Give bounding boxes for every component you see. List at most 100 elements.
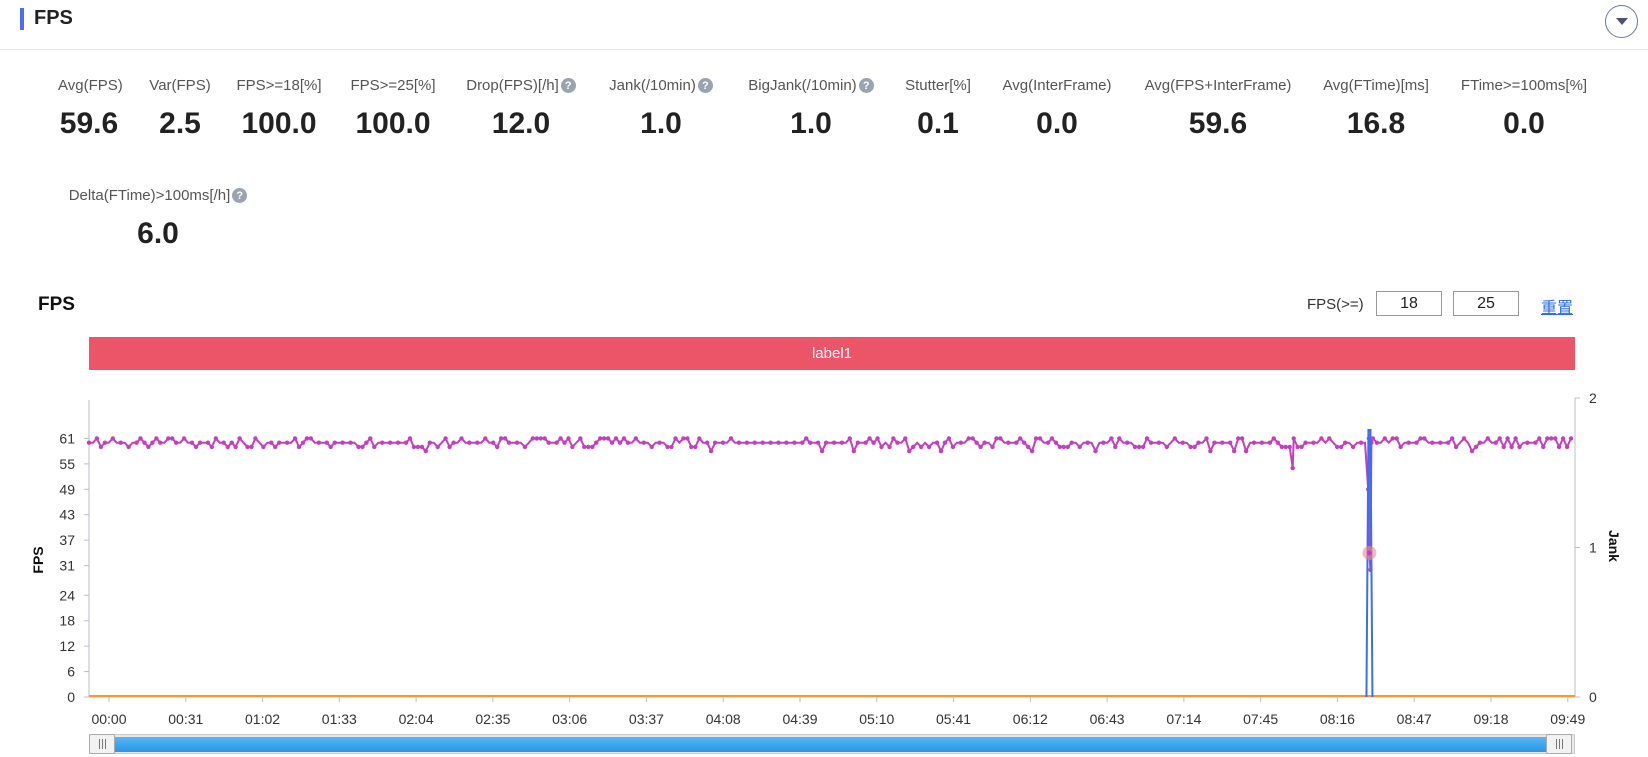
fps-point <box>419 444 425 450</box>
fps-point <box>1339 444 1344 450</box>
fps-point <box>705 440 710 445</box>
fps-point <box>808 440 813 445</box>
zoom-handle-right[interactable] <box>1546 734 1572 754</box>
fps-point <box>332 440 337 445</box>
fps-point <box>907 448 912 454</box>
fps-point <box>538 436 543 441</box>
fps-threshold-2-input[interactable] <box>1453 291 1519 316</box>
fps-point <box>1026 444 1031 450</box>
fps-point <box>1232 448 1237 454</box>
fps-point <box>1414 440 1419 445</box>
metric-value: 16.8 <box>1346 107 1406 140</box>
fps-point <box>1450 436 1455 441</box>
label-band[interactable]: label1 <box>89 337 1575 370</box>
metric-fps-ge-25: FPS>=25[%] 100.0 <box>347 77 439 141</box>
fps-point <box>1057 444 1063 450</box>
fps-point <box>292 436 298 441</box>
fps-point <box>1295 444 1300 450</box>
x-tick-label: 08:16 <box>1320 711 1355 727</box>
x-tick-label: 05:41 <box>936 711 971 727</box>
metric-ftime-ge-100: FTime>=100ms[%] 0.0 <box>1454 77 1594 141</box>
fps-point <box>1485 436 1491 441</box>
fps-point <box>1093 448 1098 454</box>
y-tick-label: 61 <box>59 430 75 446</box>
fps-point <box>150 440 155 445</box>
zoom-selection-bar[interactable] <box>115 737 1546 752</box>
fps-point <box>926 444 932 450</box>
fps-point <box>819 448 825 454</box>
x-tick-label: 00:31 <box>168 711 203 727</box>
fps-point <box>1537 436 1542 441</box>
metric-value: 0.0 <box>1503 107 1545 140</box>
metric-label: FTime>=100ms[%] <box>1460 77 1588 94</box>
help-icon[interactable]: ? <box>697 78 713 93</box>
fps-point <box>950 444 956 450</box>
fps-point <box>126 444 131 450</box>
metric-fps-ge-18: FPS>=18[%] 100.0 <box>233 77 325 141</box>
fps-point <box>395 440 401 445</box>
fps-point <box>1192 444 1197 450</box>
panel-title: FPS <box>34 7 73 29</box>
x-tick-label: 07:45 <box>1243 711 1278 727</box>
fps-point <box>598 436 603 441</box>
fps-point <box>1045 440 1051 445</box>
fps-point <box>1461 436 1467 441</box>
fps-point <box>744 440 749 445</box>
x-tick-label: 03:37 <box>629 711 664 727</box>
x-tick-label: 06:43 <box>1090 711 1125 727</box>
fps-point <box>685 436 690 441</box>
fps-threshold-1-input[interactable] <box>1376 291 1442 316</box>
x-tick-label: 08:47 <box>1397 711 1432 727</box>
fps-point <box>669 444 674 450</box>
fps-point <box>792 440 797 445</box>
fps-point <box>863 440 868 445</box>
fps-point <box>1473 444 1479 450</box>
help-icon[interactable]: ? <box>232 188 248 203</box>
metric-bigjank: BigJank(/10min)? 1.0 <box>741 77 881 141</box>
fps-point <box>1220 440 1225 445</box>
help-icon[interactable]: ? <box>560 78 576 93</box>
metric-label: FPS>=18[%] <box>236 77 322 94</box>
zoom-handle-left[interactable] <box>89 734 115 754</box>
fps-point <box>1430 440 1435 445</box>
fps-point <box>233 444 238 450</box>
fps-point <box>530 436 535 441</box>
metric-label: Avg(InterFrame) <box>1002 77 1112 94</box>
x-tick-label: 02:35 <box>475 711 510 727</box>
fps-point <box>269 440 274 445</box>
fps-point <box>633 436 638 441</box>
fps-point <box>427 440 432 445</box>
fps-point <box>158 440 163 445</box>
fps-point <box>891 436 896 441</box>
fps-point <box>875 436 880 441</box>
fps-point <box>1303 440 1308 445</box>
collapse-button[interactable] <box>1605 5 1638 38</box>
fps-point <box>776 440 781 445</box>
fps-point <box>934 440 940 445</box>
fps-point <box>1014 440 1019 445</box>
fps-point <box>1374 440 1380 445</box>
fps-point <box>1283 444 1288 450</box>
fps-point <box>712 440 718 445</box>
y-tick-label: 6 <box>67 664 75 680</box>
fps-point <box>594 440 599 445</box>
metric-label: BigJank(/10min) <box>748 77 857 94</box>
metric-value: 100.0 <box>241 107 317 140</box>
fps-point <box>578 436 583 441</box>
help-icon[interactable]: ? <box>858 78 874 93</box>
fps-point <box>316 440 321 445</box>
fps-point <box>887 444 892 450</box>
y-tick-label: 12 <box>59 638 75 654</box>
fps-point <box>1497 436 1502 441</box>
fps-point <box>1136 444 1142 450</box>
fps-point <box>221 440 226 445</box>
fps-point <box>451 440 456 445</box>
fps-point <box>1311 440 1316 445</box>
fps-point <box>134 440 139 445</box>
fps-point <box>605 436 611 441</box>
metric-label: Avg(FPS+InterFrame) <box>1144 77 1292 94</box>
fps-point <box>514 440 520 445</box>
reset-link[interactable]: 重置 <box>1541 300 1574 317</box>
fps-point <box>1335 444 1340 450</box>
